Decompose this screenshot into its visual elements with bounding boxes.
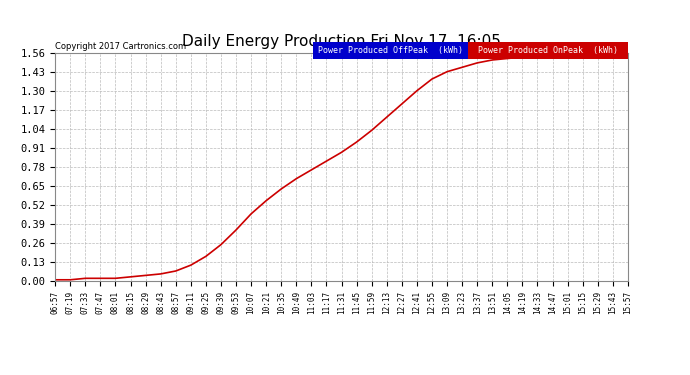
Text: Power Produced OffPeak  (kWh): Power Produced OffPeak (kWh): [317, 46, 463, 55]
Title: Daily Energy Production Fri Nov 17  16:05: Daily Energy Production Fri Nov 17 16:05: [182, 33, 501, 48]
Text: Copyright 2017 Cartronics.com: Copyright 2017 Cartronics.com: [55, 42, 186, 51]
Text: Power Produced OnPeak  (kWh): Power Produced OnPeak (kWh): [477, 46, 618, 55]
